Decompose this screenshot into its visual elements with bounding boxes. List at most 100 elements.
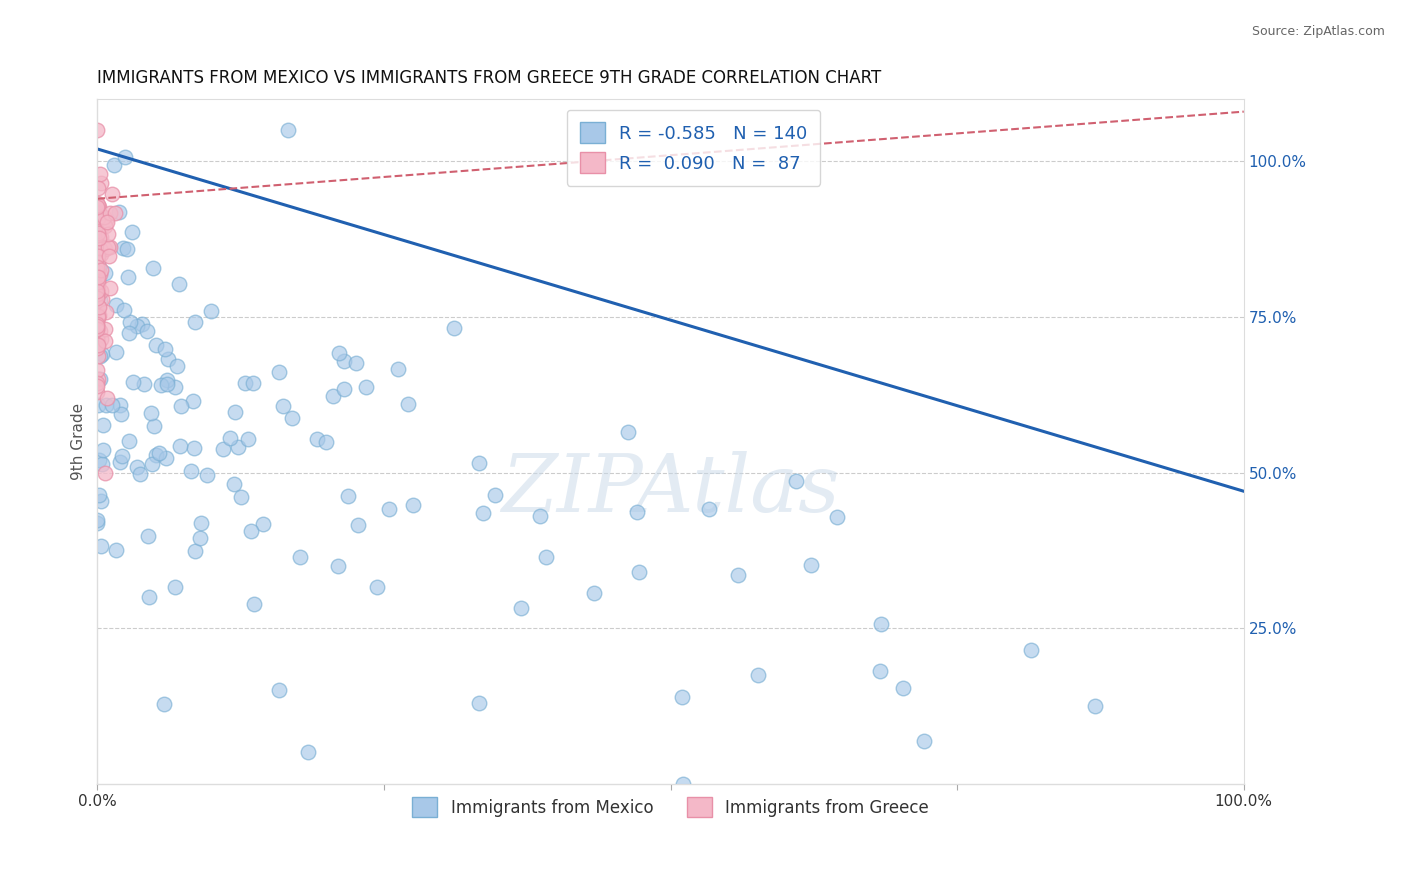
Point — [89, 372, 111, 386]
Point — [169, 439, 191, 453]
Text: ZIPAtlas: ZIPAtlas — [502, 450, 839, 528]
Point — [93, 210, 115, 224]
Point — [165, 380, 187, 394]
Point — [117, 242, 139, 256]
Point — [150, 378, 173, 392]
Point — [86, 287, 108, 301]
Point — [307, 432, 329, 446]
Point — [153, 698, 176, 712]
Point — [86, 320, 108, 334]
Point — [94, 213, 117, 227]
Point — [297, 745, 319, 759]
Point — [699, 502, 721, 516]
Point — [484, 488, 506, 502]
Point — [224, 405, 246, 419]
Point — [326, 559, 349, 574]
Point — [141, 457, 163, 471]
Point — [727, 568, 749, 582]
Point — [111, 449, 134, 463]
Point — [156, 373, 179, 387]
Point — [267, 365, 290, 379]
Point — [86, 284, 108, 298]
Point — [87, 206, 110, 220]
Point — [87, 181, 110, 195]
Point — [94, 266, 117, 280]
Point — [89, 300, 111, 314]
Point — [747, 668, 769, 682]
Point — [277, 123, 299, 137]
Point — [1019, 643, 1042, 657]
Point — [125, 318, 148, 333]
Point — [218, 431, 240, 445]
Point — [101, 186, 124, 201]
Point — [156, 351, 179, 366]
Point — [87, 288, 110, 302]
Point — [627, 566, 650, 580]
Point — [90, 539, 112, 553]
Point — [87, 488, 110, 502]
Point — [332, 383, 354, 397]
Point — [87, 398, 110, 412]
Point — [110, 407, 132, 421]
Point — [94, 219, 117, 234]
Point — [91, 457, 114, 471]
Text: Source: ZipAtlas.com: Source: ZipAtlas.com — [1251, 25, 1385, 38]
Point — [90, 284, 112, 298]
Point — [195, 467, 218, 482]
Point — [870, 616, 893, 631]
Point — [87, 227, 110, 242]
Point — [91, 443, 114, 458]
Point — [111, 241, 134, 255]
Point — [402, 498, 425, 512]
Point — [143, 418, 166, 433]
Point — [671, 777, 693, 791]
Point — [94, 334, 117, 348]
Point — [91, 418, 114, 433]
Point — [212, 442, 235, 457]
Point — [129, 467, 152, 481]
Point — [396, 396, 419, 410]
Text: IMMIGRANTS FROM MEXICO VS IMMIGRANTS FROM GREECE 9TH GRADE CORRELATION CHART: IMMIGRANTS FROM MEXICO VS IMMIGRANTS FRO… — [97, 69, 882, 87]
Point — [183, 441, 205, 455]
Point — [89, 242, 111, 256]
Point — [104, 345, 127, 359]
Point — [222, 477, 245, 491]
Point — [86, 264, 108, 278]
Point — [344, 355, 367, 369]
Point — [87, 308, 110, 322]
Point — [89, 350, 111, 364]
Point — [281, 410, 304, 425]
Point — [87, 254, 110, 268]
Point — [87, 249, 110, 263]
Point — [90, 219, 112, 234]
Point — [229, 491, 252, 505]
Point — [156, 377, 179, 392]
Point — [94, 242, 117, 256]
Point — [86, 363, 108, 377]
Point — [869, 665, 891, 679]
Point — [117, 326, 139, 340]
Point — [96, 215, 118, 229]
Point — [366, 580, 388, 594]
Point — [184, 315, 207, 329]
Point — [136, 529, 159, 543]
Point — [86, 198, 108, 212]
Point — [86, 333, 108, 347]
Point — [94, 304, 117, 318]
Point — [118, 315, 141, 329]
Point — [467, 456, 489, 470]
Point — [86, 376, 108, 391]
Point — [827, 510, 849, 524]
Point — [509, 601, 531, 615]
Point — [86, 291, 108, 305]
Y-axis label: 9th Grade: 9th Grade — [72, 403, 86, 480]
Point — [86, 289, 108, 303]
Point — [236, 432, 259, 446]
Point — [170, 399, 193, 413]
Point — [110, 455, 132, 469]
Point — [240, 524, 263, 538]
Point — [86, 513, 108, 527]
Point — [166, 359, 188, 374]
Point — [117, 270, 139, 285]
Point — [233, 376, 256, 390]
